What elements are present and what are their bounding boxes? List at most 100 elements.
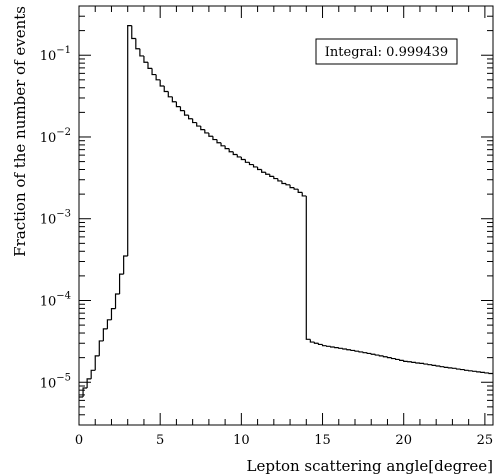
histogram-bin (423, 363, 429, 365)
histogram-bin (82, 387, 88, 398)
histogram-bin (362, 351, 368, 354)
histogram-bin (163, 86, 169, 93)
histogram-bin (147, 62, 153, 69)
histogram-bin (143, 55, 148, 63)
histogram-bin (252, 164, 258, 168)
histogram-bin (403, 360, 408, 362)
histogram-bin (244, 159, 250, 163)
histogram-bin (366, 352, 372, 355)
histogram-bin (200, 126, 205, 131)
histogram-bin (305, 195, 311, 340)
axis-tick-labels: 0 5 10 15 20 25 10−5 10−4 10−3 10−2 10−1 (40, 45, 493, 448)
histogram-bin (301, 192, 307, 197)
histogram-bin (98, 340, 104, 356)
histogram-bin (135, 38, 140, 50)
histogram-bin (435, 365, 441, 367)
histogram-bin (123, 255, 128, 275)
histogram-bin (334, 346, 339, 349)
x-tick-label: 10 (233, 433, 250, 448)
histogram-bin (265, 172, 270, 175)
histogram-bin (248, 162, 254, 166)
x-tick-label: 20 (395, 433, 412, 448)
histogram-bin (110, 308, 116, 320)
histogram-bin (374, 354, 380, 356)
histogram-bin (415, 362, 420, 364)
x-tick-label: 25 (477, 433, 494, 448)
histogram-bin (472, 370, 477, 372)
histogram-bin (261, 169, 266, 173)
histogram-bin (338, 347, 343, 349)
y-tick-label: 10−4 (40, 290, 71, 309)
histogram-bin (484, 372, 489, 374)
histogram-bin (171, 96, 177, 103)
histogram-bin (399, 359, 404, 362)
histogram-bin (127, 25, 132, 257)
histogram-bin (488, 372, 493, 375)
histogram-bin (139, 48, 144, 57)
histogram-bin (151, 68, 157, 76)
histogram-bin (118, 273, 124, 295)
plot-frame-rect (78, 5, 494, 426)
histogram-bin (114, 293, 120, 309)
histogram-bin (187, 115, 193, 120)
histogram-bin (342, 348, 347, 350)
histogram-bin (350, 349, 355, 352)
y-tick-label: 10−2 (40, 127, 71, 146)
histogram-bin (224, 145, 230, 150)
histogram-bin (468, 370, 473, 372)
histogram-bin (289, 184, 295, 189)
histogram-bin (354, 350, 360, 352)
histogram-bin (155, 74, 161, 81)
histogram-bin (269, 174, 274, 177)
axis-ticks (78, 5, 493, 426)
histogram-bin (196, 122, 201, 127)
plot-frame (78, 5, 494, 426)
histogram-bin (175, 101, 181, 108)
histogram-bin (192, 118, 197, 124)
histogram-bin (102, 328, 108, 341)
histogram-bin (183, 110, 189, 116)
histogram-bin (382, 355, 388, 358)
integral-legend: Integral: 0.999439 (315, 38, 458, 65)
histogram-bin (427, 364, 433, 366)
histogram-bin (390, 357, 396, 360)
histogram-bin (463, 369, 469, 371)
histogram-bin (297, 189, 303, 193)
histogram-bin (378, 355, 384, 357)
y-tick-label: 10−1 (40, 45, 71, 64)
histogram-bin (232, 151, 238, 156)
histogram-bin (476, 371, 481, 373)
histogram-bin (309, 339, 315, 343)
histogram-bin (386, 356, 392, 359)
histogram-bin (321, 344, 327, 347)
histogram-bin (131, 25, 136, 40)
histogram-bin (167, 91, 173, 98)
histogram-bin (317, 343, 323, 346)
histogram-bin (212, 136, 217, 141)
histogram-bin (240, 156, 246, 161)
histogram-bin (281, 180, 286, 185)
histogram-bin (370, 353, 376, 355)
histogram-bin (480, 371, 485, 373)
x-tick-label: 15 (314, 433, 331, 448)
histogram-bin (216, 139, 222, 144)
histogram-bin (346, 349, 351, 351)
histogram-bin (358, 351, 364, 353)
histogram-bin (293, 187, 299, 190)
histogram-bin (285, 183, 291, 186)
histogram-bin (94, 355, 100, 371)
histogram-bin (236, 154, 242, 158)
histogram-bin (86, 378, 92, 389)
x-tick-label: 5 (156, 433, 164, 448)
histogram-bin (394, 358, 400, 361)
histogram-bin (455, 368, 461, 370)
y-axis-label: Fraction of the number of events (11, 6, 29, 257)
histogram-bin (277, 178, 282, 182)
histogram-bin (220, 142, 226, 147)
histogram-bin (179, 106, 185, 112)
histogram-bin (106, 319, 112, 329)
histogram-bin (204, 129, 209, 134)
integral-legend-text: Integral: 0.999439 (325, 45, 448, 60)
histogram-bin (431, 364, 437, 366)
